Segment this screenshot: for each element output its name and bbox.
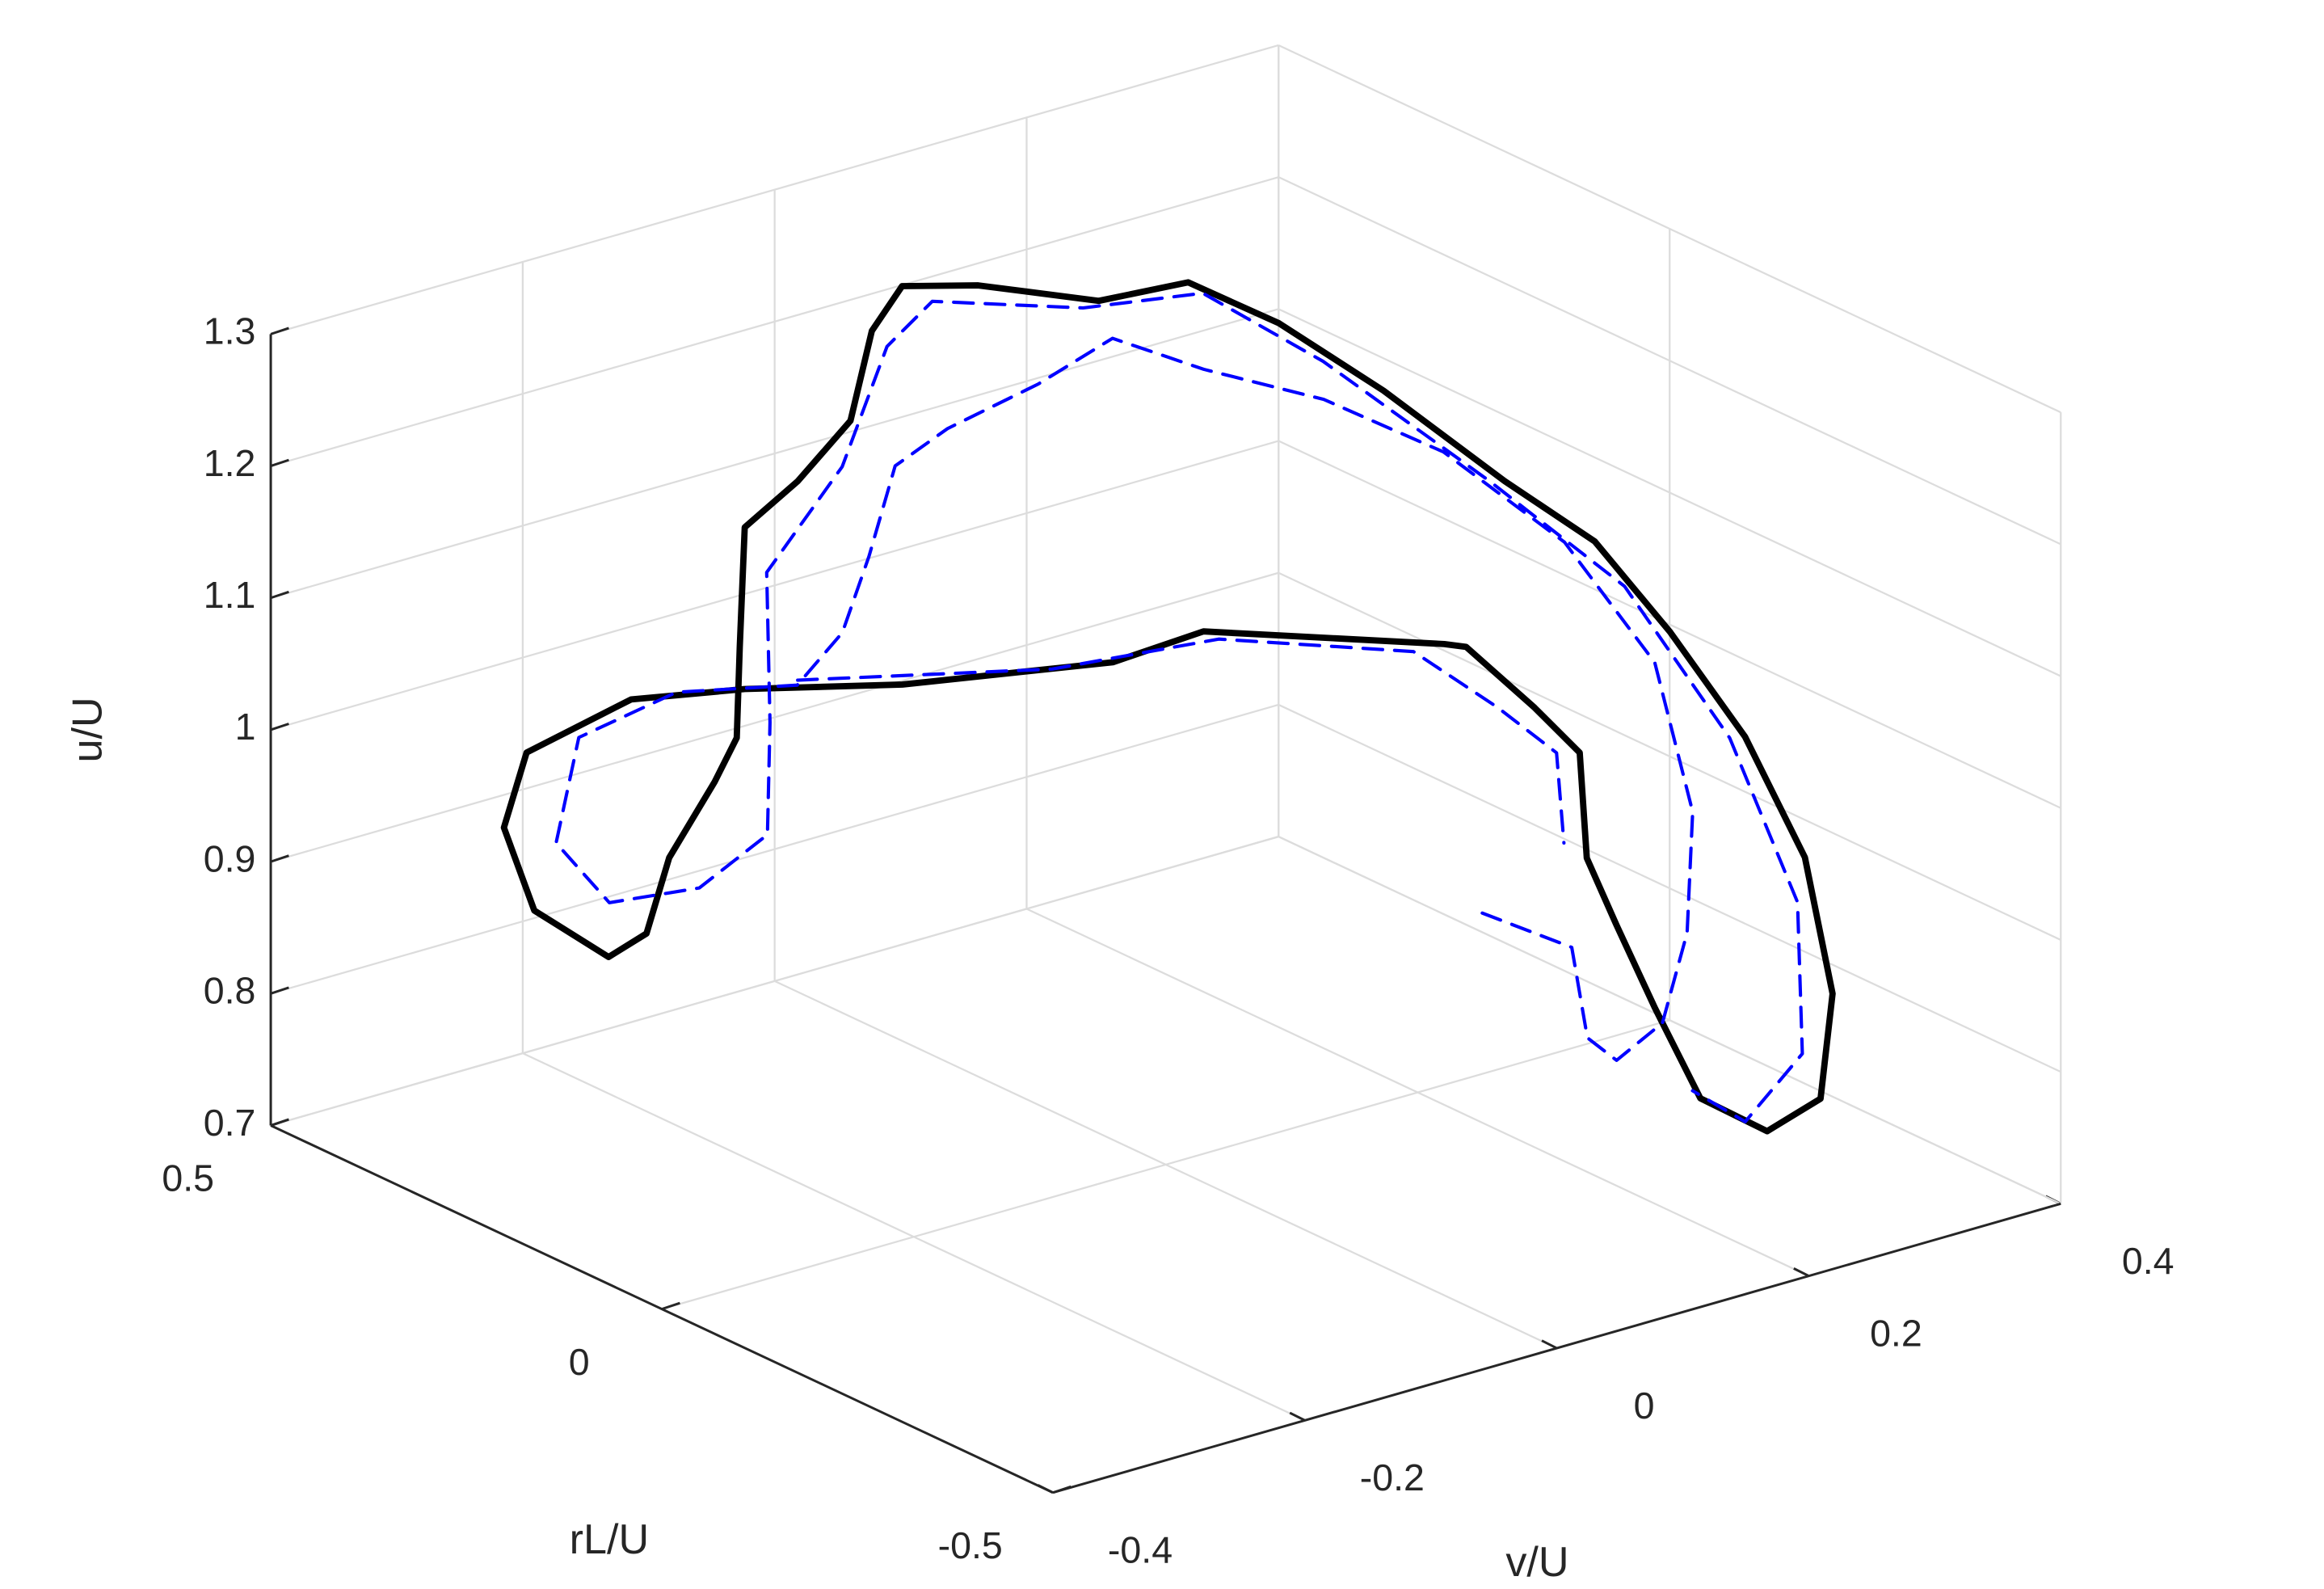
y-tick-label: 0 [569,1341,590,1383]
tick-mark [1793,1267,1810,1278]
tick-mark [270,723,289,731]
x-tick-label: -0.2 [1360,1456,1425,1498]
y-tick-label: -0.5 [938,1524,1003,1566]
grid-line [270,703,1279,995]
x-axis-line [1052,1202,2061,1494]
grid-line [1278,836,2061,1205]
x-tick-label: -0.4 [1108,1528,1173,1570]
tick-mark [270,590,289,600]
x-tick-label: 0 [1634,1385,1655,1427]
tick-mark [270,458,289,467]
grid-line [270,308,1279,599]
tick-mark [270,986,289,995]
z-tick-label: 1 [235,706,256,748]
grid-line [1278,308,2061,677]
x-tick-label: 0.4 [2122,1240,2175,1282]
z-tick-label: 1.1 [204,574,256,616]
tick-mark [270,854,289,863]
tick-mark [661,1301,680,1311]
y-axis-line [270,1124,1054,1494]
tick-mark [270,327,289,335]
x-axis-title: v/U [1505,1539,1568,1586]
y-tick-label: 0.5 [162,1157,214,1199]
tick-mark [1541,1339,1558,1350]
grid-line [270,571,1279,863]
grid-line [661,1019,1670,1310]
grid-line [1278,176,2061,546]
grid-line [270,440,1279,731]
z-tick-label: 0.7 [204,1102,256,1144]
tick-mark [1289,1411,1306,1422]
grid-line [1278,703,2061,1073]
grid-line [270,836,1279,1127]
tick-mark [270,1118,289,1127]
grid-line [270,44,1279,335]
grid-line [1278,571,2061,941]
series-line [554,291,1804,1123]
z-axis-title: u/U [64,697,111,762]
z-tick-label: 1.2 [204,442,256,484]
grid-line [270,176,1279,467]
y-axis-title: rL/U [570,1516,649,1563]
z-tick-label: 1.3 [204,310,256,352]
grid-line [1278,44,2061,414]
x-tick-label: 0.2 [1870,1312,1922,1354]
z-tick-label: 0.8 [204,970,256,1012]
z-tick-label: 0.9 [204,837,256,879]
grid-line [1278,440,2061,809]
series-line [500,279,1836,1135]
